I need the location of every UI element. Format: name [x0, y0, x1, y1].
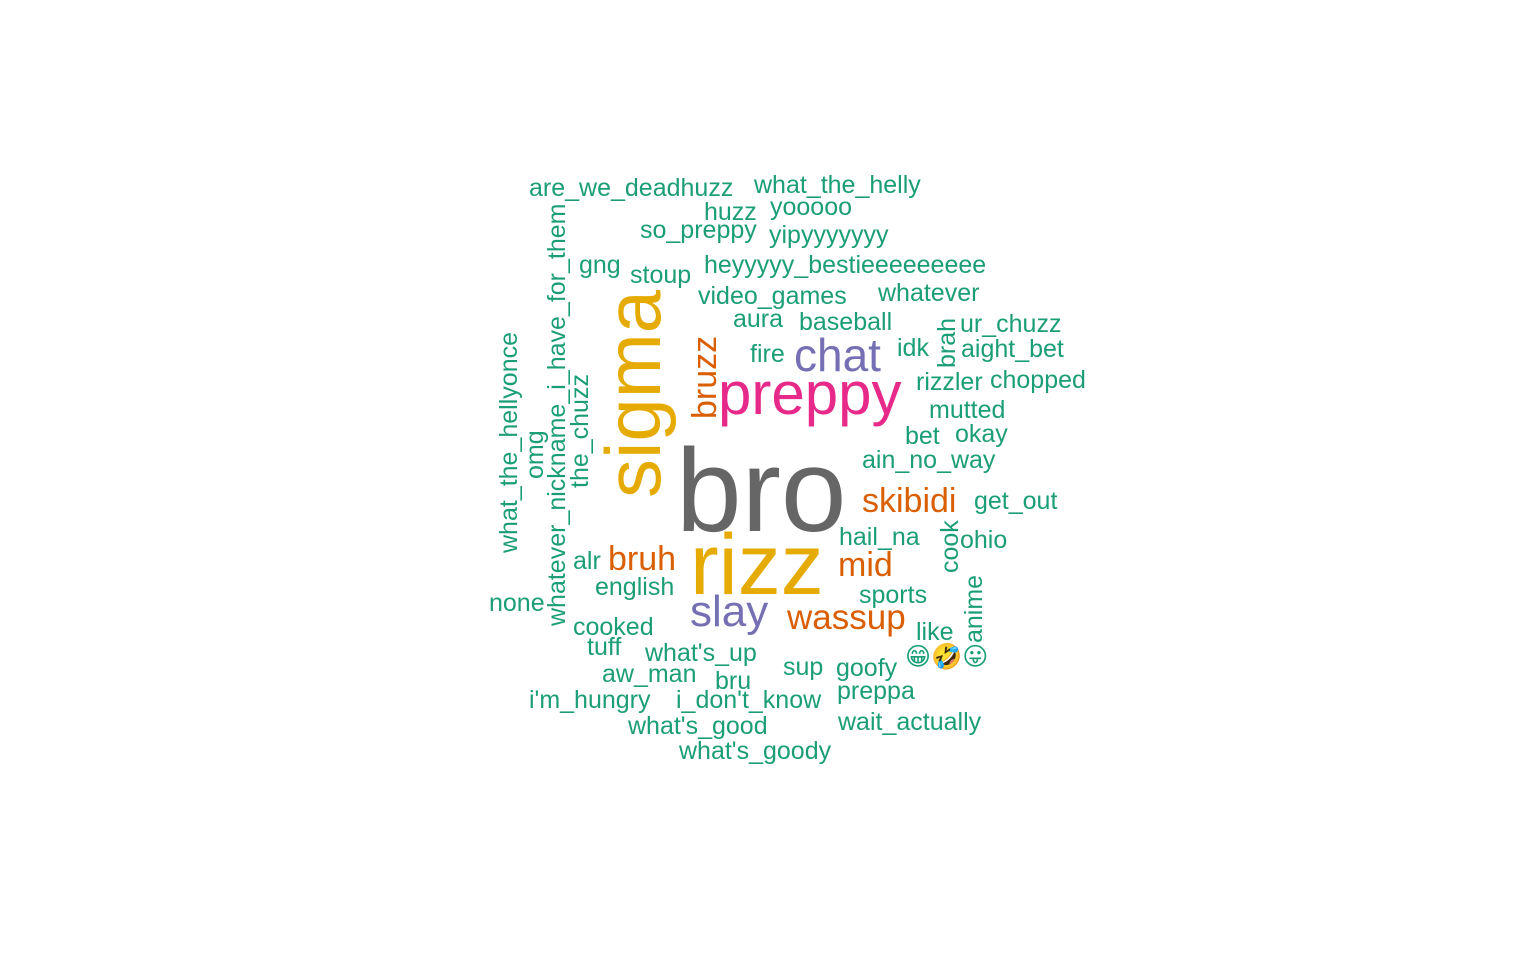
word-bruzz: bruzz — [686, 335, 724, 419]
word-rizz: rizz — [690, 517, 824, 613]
word-whatever: whatever — [878, 279, 980, 307]
word-huzz: huzz — [704, 198, 757, 226]
word-mid: mid — [838, 546, 893, 584]
word-alr: alr — [573, 547, 601, 575]
word-wait-actually: wait_actually — [838, 708, 982, 736]
word-yipyyyyyyy: yipyyyyyyy — [769, 221, 889, 249]
word-aight-bet: aight_bet — [961, 335, 1064, 363]
word-chopped: chopped — [990, 366, 1086, 394]
word-so-preppy: so_preppy — [640, 216, 757, 244]
word-anime: anime — [960, 574, 988, 643]
word-sigma: sigma — [589, 289, 677, 498]
word-skibidi: skibidi — [862, 482, 957, 520]
word-what-s-good: what's_good — [628, 712, 768, 740]
word-heyyyyy-bestieeeeeeeee: heyyyyy_bestieeeeeeeee — [704, 251, 987, 279]
word-ohio: ohio — [960, 526, 1008, 554]
word-what-the-helly: what_the_helly — [754, 171, 921, 199]
word-preppy: preppy — [718, 360, 902, 427]
word-ur-chuzz: ur_chuzz — [960, 310, 1062, 338]
word-bro: bro — [676, 425, 847, 557]
word-ain-no-way: ain_no_way — [862, 446, 996, 474]
word-chat: chat — [794, 329, 881, 381]
word-emoji-55: 😁🤣😛 — [905, 642, 989, 671]
word-tuff: tuff — [587, 633, 622, 661]
word-fire: fire — [750, 340, 785, 368]
word-mutted: mutted — [929, 396, 1006, 424]
word-stoup: stoup — [630, 261, 692, 289]
word-what-s-goody: what's_goody — [679, 737, 832, 765]
word-aw-man: aw_man — [602, 660, 697, 688]
word-what-the-hellyonce: what_the_hellyonce — [495, 332, 523, 553]
word-yooooo: yooooo — [770, 193, 853, 221]
word-the-chuzz: the_chuzz — [566, 374, 594, 488]
word-what-s-up: what's_up — [645, 639, 757, 667]
word-wassup: wassup — [787, 598, 906, 637]
word-bet: bet — [905, 422, 940, 450]
word-baseball: baseball — [799, 308, 893, 336]
word-idk: idk — [897, 334, 929, 362]
word-aura: aura — [733, 305, 784, 333]
word-sports: sports — [859, 581, 928, 609]
word-i-m-hungry: i'm_hungry — [529, 686, 651, 714]
word-like: like — [916, 618, 954, 646]
word-english: english — [595, 573, 675, 601]
word-get-out: get_out — [974, 487, 1058, 515]
word-sup: sup — [783, 653, 824, 681]
word-goofy: goofy — [836, 654, 898, 682]
word-none: none — [489, 589, 545, 617]
word-rizzler: rizzler — [916, 368, 983, 396]
word-bru: bru — [715, 667, 752, 695]
word-slay: slay — [690, 587, 769, 636]
word-omg: omg — [521, 430, 549, 479]
word-cooked: cooked — [573, 613, 654, 641]
word-brah: brah — [933, 317, 961, 368]
word-preppa: preppa — [837, 677, 915, 705]
word-are-we-deadhuzz: are_we_deadhuzz — [529, 174, 734, 202]
word-bruh: bruh — [608, 540, 677, 578]
word-i-don-t-know: i_don't_know — [676, 686, 822, 714]
word-video-games: video_games — [698, 282, 847, 310]
word-okay: okay — [955, 420, 1008, 448]
word-hail-na: hail_na — [839, 523, 920, 551]
word-gng: gng — [579, 251, 621, 279]
